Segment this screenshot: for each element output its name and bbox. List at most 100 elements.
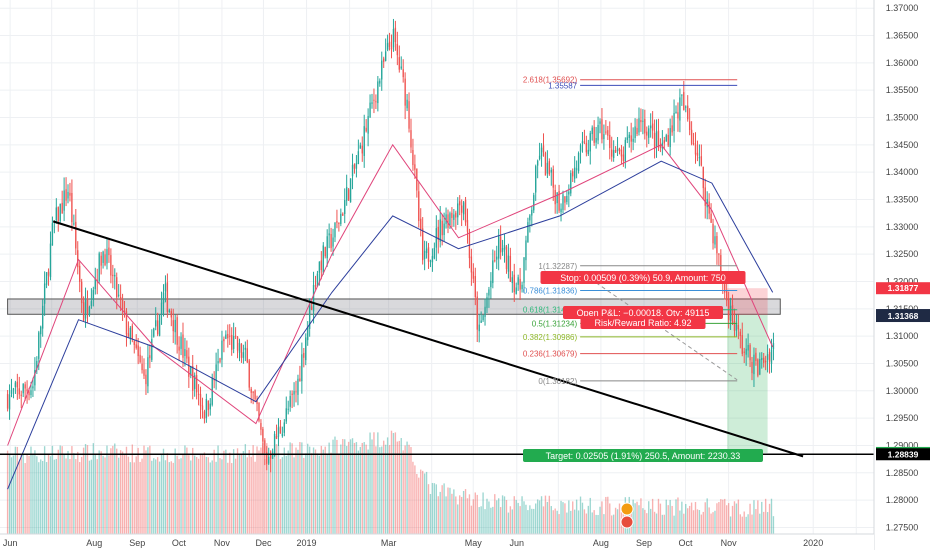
candle-body — [61, 202, 63, 214]
candle-body — [611, 149, 613, 157]
candle-body — [16, 381, 19, 388]
candle-body — [28, 391, 30, 396]
volume-bar — [312, 447, 315, 534]
volume-bar — [536, 499, 539, 534]
volume-bar — [722, 499, 724, 534]
candle-body — [642, 120, 644, 122]
volume-bar — [743, 511, 745, 534]
candle-body — [529, 215, 531, 221]
candle-body — [457, 203, 459, 218]
candle-body — [497, 235, 500, 259]
x-tick-label: Nov — [214, 538, 231, 548]
volume-bar — [657, 498, 660, 534]
volume-bar — [88, 460, 91, 534]
candle-body — [73, 223, 75, 225]
volume-bar — [211, 460, 213, 534]
volume-bar — [351, 438, 354, 534]
candle-body — [353, 164, 356, 169]
candle-body — [702, 166, 704, 189]
candle-body — [305, 337, 307, 361]
candle-body — [690, 129, 693, 144]
candle-body — [47, 271, 50, 276]
candle-body — [377, 81, 379, 104]
volume-bar — [369, 432, 371, 534]
volume-bar — [741, 516, 743, 534]
volume-bar — [240, 454, 243, 534]
volume-bar — [671, 505, 673, 534]
candle-body — [663, 140, 665, 144]
volume-bar — [283, 447, 285, 534]
volume-bar — [523, 501, 525, 534]
candle-body — [182, 334, 184, 358]
volume-bar — [209, 462, 211, 534]
candle-body — [548, 161, 551, 175]
volume-bar — [197, 458, 200, 534]
volume-bar — [123, 454, 126, 534]
candle-body — [322, 245, 324, 273]
volume-bar — [141, 458, 143, 534]
time-scale-panel[interactable] — [0, 534, 874, 550]
candle-body — [41, 305, 44, 329]
event-marker-icon[interactable] — [620, 502, 634, 529]
candle-body — [761, 357, 763, 361]
volume-bar — [755, 509, 757, 534]
volume-bar — [355, 442, 358, 534]
volume-bar — [114, 443, 116, 534]
fib-level-label: 1(1.32287) — [538, 262, 577, 271]
volume-bar — [289, 442, 291, 534]
volume-bar — [193, 455, 196, 534]
candle-body — [285, 408, 287, 422]
candle-body — [151, 339, 153, 360]
volume-bar — [412, 461, 414, 534]
candle-body — [119, 296, 122, 301]
volume-bar — [388, 445, 391, 534]
candle-body — [585, 142, 588, 153]
candle-body — [626, 137, 628, 140]
volume-bar — [28, 455, 30, 534]
volume-bar — [525, 504, 527, 534]
candle-body — [240, 344, 243, 358]
y-tick-label: 1.27500 — [886, 522, 919, 532]
volume-bar — [494, 494, 496, 534]
volume-bar — [725, 505, 728, 534]
volume-bar — [714, 510, 716, 534]
candle-body — [429, 260, 432, 262]
candle-body — [160, 302, 163, 315]
volume-bar — [170, 461, 172, 534]
candle-body — [712, 223, 714, 244]
event-marker-bottom-icon[interactable] — [620, 515, 634, 529]
candle-body — [143, 369, 145, 376]
candle-body — [624, 139, 627, 162]
volume-bar — [410, 447, 412, 534]
volume-bar — [71, 446, 73, 534]
candle-body — [188, 356, 190, 377]
candle-body — [455, 212, 457, 218]
candle-body — [312, 285, 315, 312]
candle-body — [164, 283, 167, 292]
candle-body — [410, 130, 412, 148]
candle-body — [459, 201, 461, 206]
candle-body — [162, 292, 165, 304]
volume-bar — [106, 445, 108, 534]
candle-body — [349, 178, 352, 203]
volume-bar — [497, 498, 500, 534]
candle-body — [153, 328, 155, 337]
candle-body — [110, 255, 112, 276]
volume-bar — [75, 459, 77, 534]
volume-bar — [102, 455, 104, 534]
volume-bar — [437, 496, 439, 534]
volume-bar — [164, 460, 167, 534]
candle-body — [751, 361, 753, 374]
candle-body — [65, 189, 67, 201]
volume-bar — [496, 500, 498, 534]
candle-body — [158, 314, 161, 336]
event-marker-top-icon[interactable] — [620, 502, 634, 516]
volume-bar — [324, 446, 326, 534]
candle-body — [283, 422, 285, 433]
volume-bar — [316, 453, 319, 534]
volume-bar — [365, 444, 367, 534]
volume-bar — [552, 510, 554, 534]
candle-body — [412, 149, 414, 166]
